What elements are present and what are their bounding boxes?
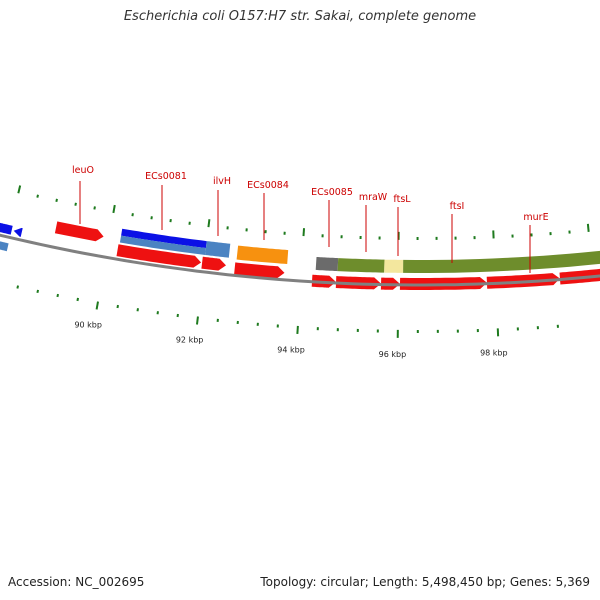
inner-ruler-tick [195,316,199,325]
genome-backbone [0,233,600,287]
outer-ruler-tick [17,185,22,194]
inner-ruler-tick [56,293,60,298]
cds-arrow-leuo [54,221,104,242]
feature-arrow-left-edge [13,227,23,237]
cds-arrow-ilvh [201,256,226,271]
feature-bar-ecs0081-rna [119,235,206,255]
outer-ruler-tick [93,206,96,210]
feature-bar-ftsi-mure [403,250,600,273]
cds-arrow-ecs0081 [116,244,202,268]
inner-ruler-tick [95,301,99,310]
outer-ruler-tick [112,204,116,214]
gene-label-ftsl: ftsL [393,194,411,205]
feature-track [0,221,600,290]
gene-label-mure: murE [523,212,548,223]
outer-ruler-tick [586,223,590,232]
inner-ruler-tick [296,325,299,334]
outer-ruler-tick [74,202,77,206]
kbp-label-92: 92 kbp [176,336,204,345]
feature-bar-ecs0081 [121,228,207,248]
feature-bar-left-edge [0,222,13,235]
inner-ruler-tick [36,289,40,294]
feature-bar-ftsl [384,259,404,273]
kbp-label-96: 96 kbp [379,350,407,359]
gene-label-mraw: mraW [359,192,388,203]
feature-bar-ecs0084 [236,245,289,264]
outer-ruler-tick [36,194,39,198]
kbp-label-94: 94 kbp [277,346,305,355]
cds-arrow-ecs0084 [234,262,285,279]
feature-bar-mraw [337,258,385,273]
accession-text: Accession: NC_002695 [8,575,145,589]
gene-label-ecs0081: ECs0081 [145,171,187,182]
outer-ruler-tick [55,198,58,203]
gene-label-ftsi: ftsI [450,201,465,212]
inner-ruler-tick [76,297,79,302]
feature-bar-ilvh [205,241,231,258]
gene-label-leuo: leuO [72,165,94,176]
genome-title: Escherichia coli O157:H7 str. Sakai, com… [123,9,477,24]
gene-label-ecs0085: ECs0085 [311,187,353,198]
feature-bar-ecs0085 [315,257,339,272]
gene-label-ecs0084: ECs0084 [247,180,289,191]
backbone-arc [0,233,600,287]
gene-label-ilvh: ilvH [213,176,231,187]
kbp-label-98: 98 kbp [480,349,508,358]
outer-ruler-tick [302,228,306,237]
outer-ruler-tick [207,219,211,228]
scale-ticks: 90 kbp 92 kbp 94 kbp 96 kbp 98 kbp [16,185,590,359]
gene-labels: leuO ECs0081 ilvH ECs0084 ECs0085 mraW ftsL fts… [72,165,549,273]
kbp-label-90: 90 kbp [74,320,102,329]
inner-ruler-tick [16,285,20,289]
genome-summary-text: Topology: circular; Length: 5,498,450 bp… [260,575,590,589]
feature-bar-left-edge-lower [0,241,9,252]
